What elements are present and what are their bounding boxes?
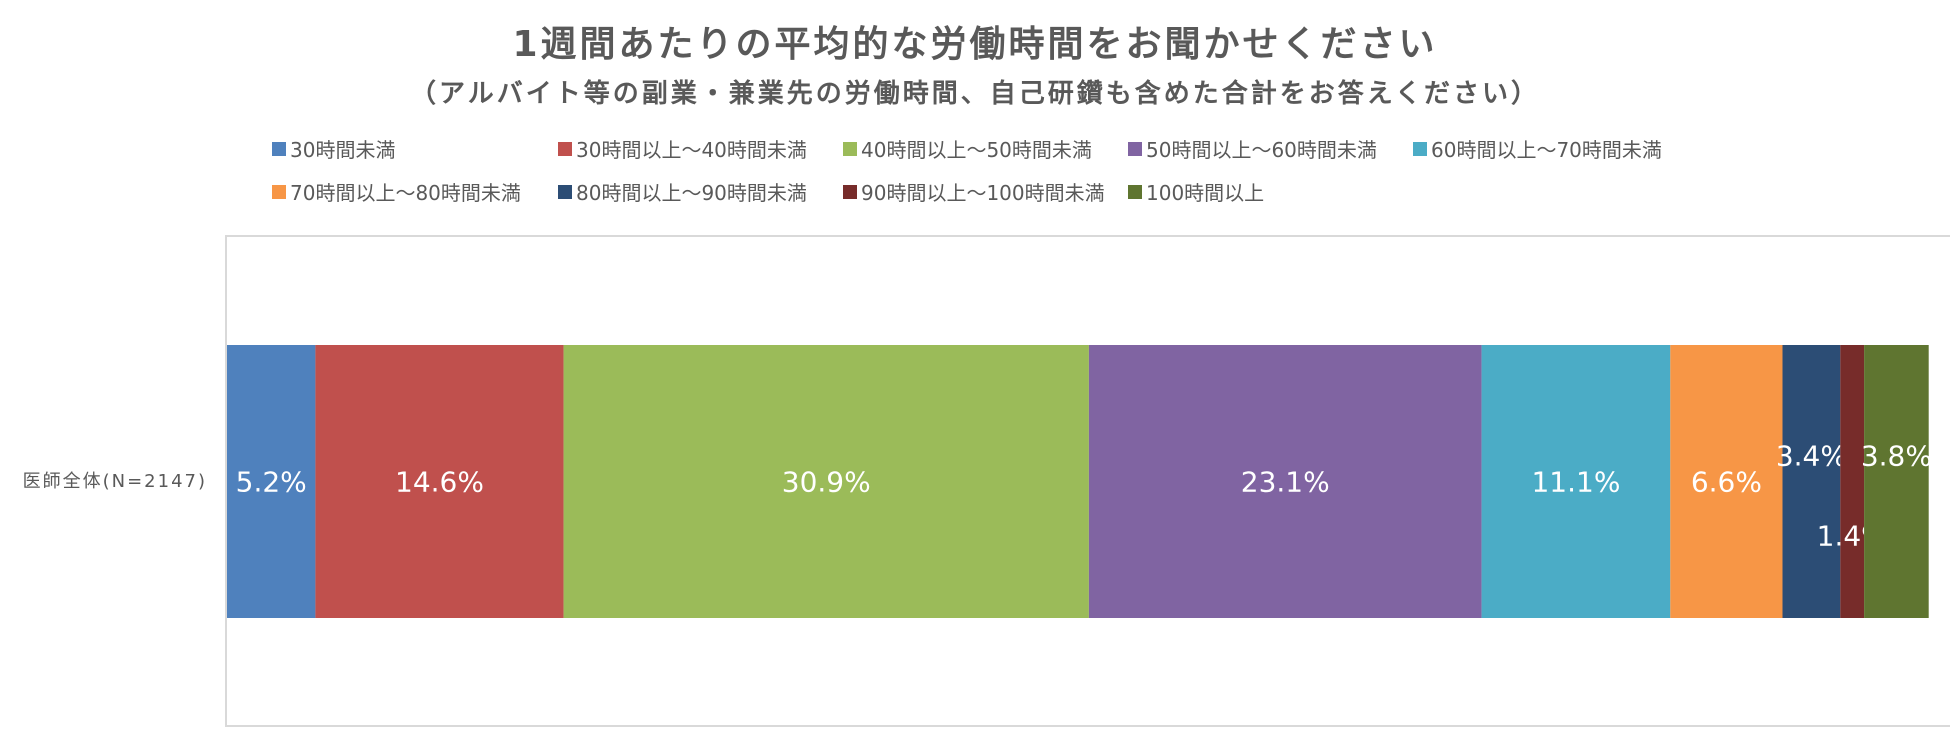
legend-swatch (558, 185, 572, 199)
legend: 30時間未満 30時間以上～40時間未満 40時間以上～50時間未満 50時間以上～6… (272, 138, 1662, 205)
legend-swatch (843, 185, 857, 199)
data-label: 3.8% (1861, 440, 1932, 473)
legend-swatch (1413, 142, 1427, 156)
chart-title: 1週間あたりの平均的な労働時間をお聞かせください (512, 24, 1437, 65)
bar-segment (1670, 345, 1783, 618)
legend-swatch (1128, 185, 1142, 199)
data-label: 23.1% (1241, 466, 1330, 499)
legend-label: 50時間以上～60時間未満 (1146, 138, 1377, 162)
legend-swatch (558, 142, 572, 156)
data-label: 6.6% (1691, 466, 1762, 499)
legend-label: 80時間以上～90時間未満 (576, 181, 807, 205)
legend-swatch (272, 142, 286, 156)
bar-segment (1840, 345, 1865, 618)
legend-label: 100時間以上 (1146, 181, 1264, 205)
data-label: 5.2% (236, 466, 307, 499)
data-label: 3.4% (1776, 440, 1847, 473)
bar-segment (1782, 345, 1841, 618)
bar-group: 5.2% 14.6% 30.9% 23.1% 11.1% 6.6%3.4%1.4%3.8% (227, 345, 1932, 618)
bar-segment (1088, 345, 1482, 618)
legend-swatch (843, 142, 857, 156)
bar-segment (1864, 345, 1929, 618)
bar-segment (1481, 345, 1671, 618)
legend-label: 60時間以上～70時間未満 (1431, 138, 1662, 162)
bar-segment (227, 345, 316, 618)
legend-label: 30時間未満 (290, 138, 395, 162)
legend-label: 70時間以上～80時間未満 (290, 181, 521, 205)
bar-segment (315, 345, 564, 618)
legend-label: 40時間以上～50時間未満 (861, 138, 1092, 162)
legend-label: 30時間以上～40時間未満 (576, 138, 807, 162)
plot-area-border (225, 235, 1950, 727)
legend-label: 90時間以上～100時間未満 (861, 181, 1105, 205)
data-label: 14.6% (395, 466, 484, 499)
legend-swatch (1128, 142, 1142, 156)
legend-swatch (272, 185, 286, 199)
bar-segment (563, 345, 1089, 618)
category-label: 医師全体(N=2147) (23, 471, 207, 492)
data-label: 30.9% (782, 466, 871, 499)
data-label: 11.1% (1531, 466, 1620, 499)
chart-subtitle: （アルバイト等の副業・兼業先の労働時間、自己研鑽も含めた合計をお答えください） (410, 78, 1540, 109)
